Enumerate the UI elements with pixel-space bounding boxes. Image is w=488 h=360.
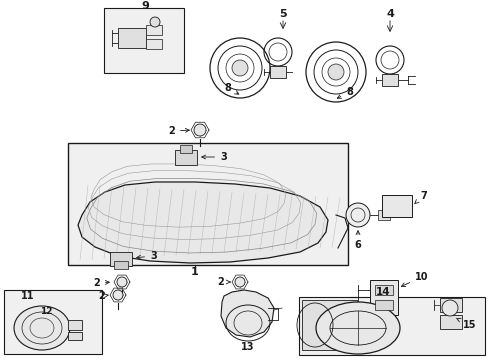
Bar: [175, 150, 197, 165]
Text: 13: 13: [241, 342, 254, 352]
Bar: [369, 280, 397, 315]
Text: 1: 1: [191, 267, 199, 277]
Bar: [114, 261, 128, 269]
Circle shape: [194, 124, 205, 136]
Text: 8: 8: [337, 87, 352, 98]
Bar: [374, 300, 392, 310]
Bar: [269, 66, 285, 78]
Text: 9: 9: [141, 1, 149, 11]
Text: 10: 10: [401, 272, 427, 287]
Text: 5: 5: [279, 9, 286, 19]
Circle shape: [231, 60, 247, 76]
Bar: [381, 195, 411, 217]
Bar: [146, 25, 162, 35]
Bar: [439, 315, 461, 329]
Polygon shape: [221, 290, 273, 337]
Text: 4: 4: [385, 9, 393, 19]
Bar: [146, 39, 162, 49]
Bar: [110, 252, 132, 266]
Bar: [374, 285, 392, 295]
Circle shape: [441, 300, 457, 316]
Bar: [381, 74, 397, 86]
Bar: [68, 332, 82, 340]
Bar: [180, 145, 192, 153]
Bar: [439, 298, 461, 312]
Bar: [298, 297, 484, 355]
Text: 7: 7: [414, 191, 426, 204]
Text: 2: 2: [93, 278, 109, 288]
Circle shape: [235, 277, 244, 287]
Text: 8: 8: [224, 83, 238, 94]
Text: 12: 12: [40, 307, 52, 316]
Text: 2: 2: [98, 291, 108, 301]
Text: 15: 15: [456, 319, 475, 330]
Text: 2: 2: [168, 126, 189, 136]
Text: 6: 6: [354, 231, 361, 250]
Ellipse shape: [14, 306, 70, 350]
Circle shape: [117, 277, 127, 287]
Circle shape: [327, 64, 343, 80]
Bar: [377, 210, 389, 220]
Bar: [104, 8, 183, 73]
Text: 2: 2: [217, 277, 230, 287]
Bar: [118, 28, 146, 48]
Ellipse shape: [315, 302, 399, 354]
Bar: [68, 143, 347, 265]
Text: 3: 3: [137, 251, 157, 261]
Polygon shape: [78, 182, 327, 263]
Bar: [302, 300, 356, 350]
Circle shape: [113, 290, 123, 300]
Circle shape: [150, 17, 160, 27]
Circle shape: [346, 203, 369, 227]
Bar: [68, 320, 82, 330]
Text: 11: 11: [21, 291, 35, 301]
Text: 14: 14: [375, 287, 389, 297]
Text: 3: 3: [201, 152, 226, 162]
Bar: [4, 290, 102, 354]
